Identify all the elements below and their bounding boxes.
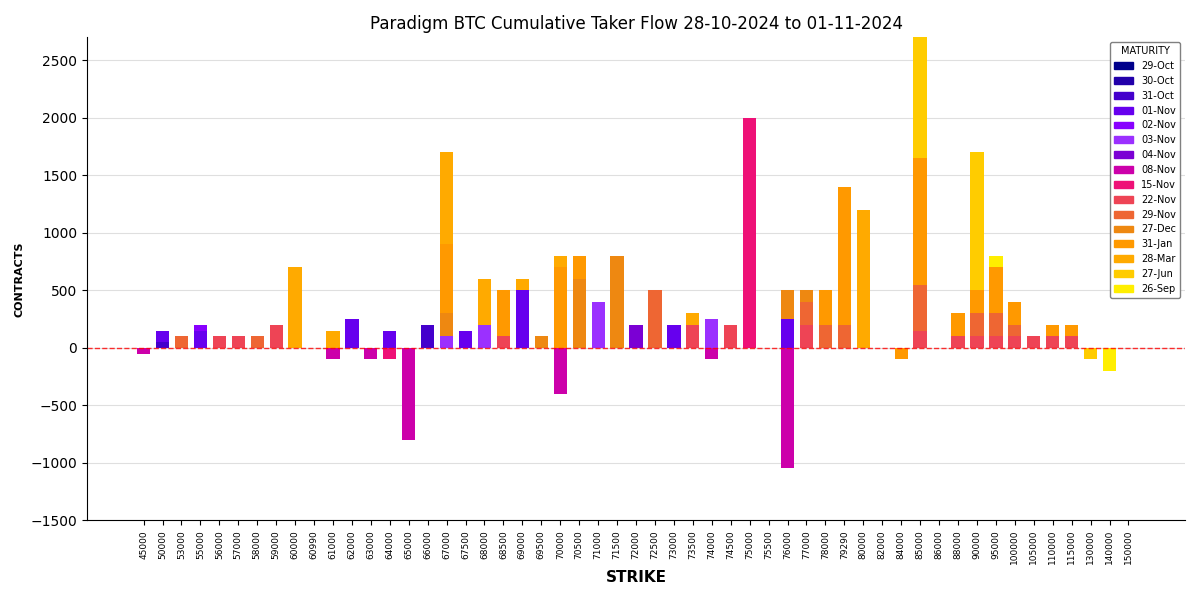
Bar (232, 336, 245, 348)
Bar (1046, 325, 1060, 336)
Bar (724, 325, 737, 348)
X-axis label: STRIKE: STRIKE (606, 570, 666, 585)
Bar (478, 279, 491, 325)
Bar (913, 158, 926, 284)
Bar (553, 267, 566, 348)
Bar (857, 210, 870, 348)
Bar (629, 325, 643, 348)
Bar (1008, 325, 1021, 336)
Bar (193, 325, 208, 331)
Bar (421, 325, 434, 348)
Bar (440, 336, 454, 348)
Bar (346, 319, 359, 348)
Bar (971, 290, 984, 313)
Bar (800, 290, 814, 302)
Bar (137, 348, 150, 353)
Bar (326, 331, 340, 348)
Bar (572, 256, 586, 279)
Bar (800, 325, 814, 348)
Bar (440, 244, 454, 313)
Bar (251, 336, 264, 348)
Bar (1008, 336, 1021, 348)
Bar (800, 302, 814, 325)
Bar (497, 290, 510, 336)
Bar (952, 336, 965, 348)
Bar (326, 348, 340, 359)
Bar (818, 290, 832, 325)
Bar (1027, 336, 1040, 348)
Bar (458, 331, 472, 348)
Bar (989, 336, 1002, 348)
Bar (1103, 348, 1116, 371)
Y-axis label: CONTRACTS: CONTRACTS (14, 241, 25, 317)
Bar (781, 319, 794, 348)
Bar (156, 342, 169, 348)
Bar (706, 348, 719, 359)
Bar (1084, 348, 1097, 359)
Bar (989, 267, 1002, 313)
Bar (913, 0, 926, 158)
Bar (402, 348, 415, 440)
Title: Paradigm BTC Cumulative Taker Flow 28-10-2024 to 01-11-2024: Paradigm BTC Cumulative Taker Flow 28-10… (370, 15, 902, 33)
Bar (175, 336, 188, 348)
Bar (592, 302, 605, 348)
Bar (1008, 302, 1021, 325)
Bar (952, 313, 965, 336)
Bar (838, 325, 851, 348)
Bar (989, 256, 1002, 267)
Bar (1046, 336, 1060, 348)
Bar (516, 279, 529, 290)
Bar (1066, 325, 1079, 336)
Bar (894, 348, 908, 359)
Bar (553, 256, 566, 267)
Bar (781, 290, 794, 319)
Bar (971, 152, 984, 290)
Bar (648, 290, 661, 348)
Bar (288, 267, 301, 348)
Bar (516, 290, 529, 348)
Bar (497, 336, 510, 348)
Bar (971, 313, 984, 336)
Bar (1066, 336, 1079, 348)
Bar (478, 325, 491, 348)
Bar (913, 284, 926, 331)
Bar (781, 348, 794, 469)
Bar (553, 348, 566, 394)
Bar (365, 348, 378, 359)
Bar (971, 336, 984, 348)
Bar (156, 331, 169, 342)
Bar (838, 187, 851, 325)
Bar (535, 336, 548, 348)
Bar (989, 313, 1002, 336)
Bar (743, 118, 756, 348)
Bar (706, 319, 719, 348)
Bar (193, 331, 208, 348)
Bar (383, 331, 396, 348)
Bar (686, 313, 700, 325)
Bar (611, 256, 624, 348)
Bar (572, 279, 586, 348)
Bar (913, 331, 926, 348)
Bar (818, 325, 832, 348)
Bar (667, 325, 680, 348)
Bar (383, 348, 396, 359)
Bar (270, 325, 283, 348)
Legend: 29-Oct, 30-Oct, 31-Oct, 01-Nov, 02-Nov, 03-Nov, 04-Nov, 08-Nov, 15-Nov, 22-Nov, : 29-Oct, 30-Oct, 31-Oct, 01-Nov, 02-Nov, … (1110, 42, 1180, 298)
Bar (686, 325, 700, 348)
Bar (212, 336, 226, 348)
Bar (440, 152, 454, 244)
Bar (440, 313, 454, 336)
